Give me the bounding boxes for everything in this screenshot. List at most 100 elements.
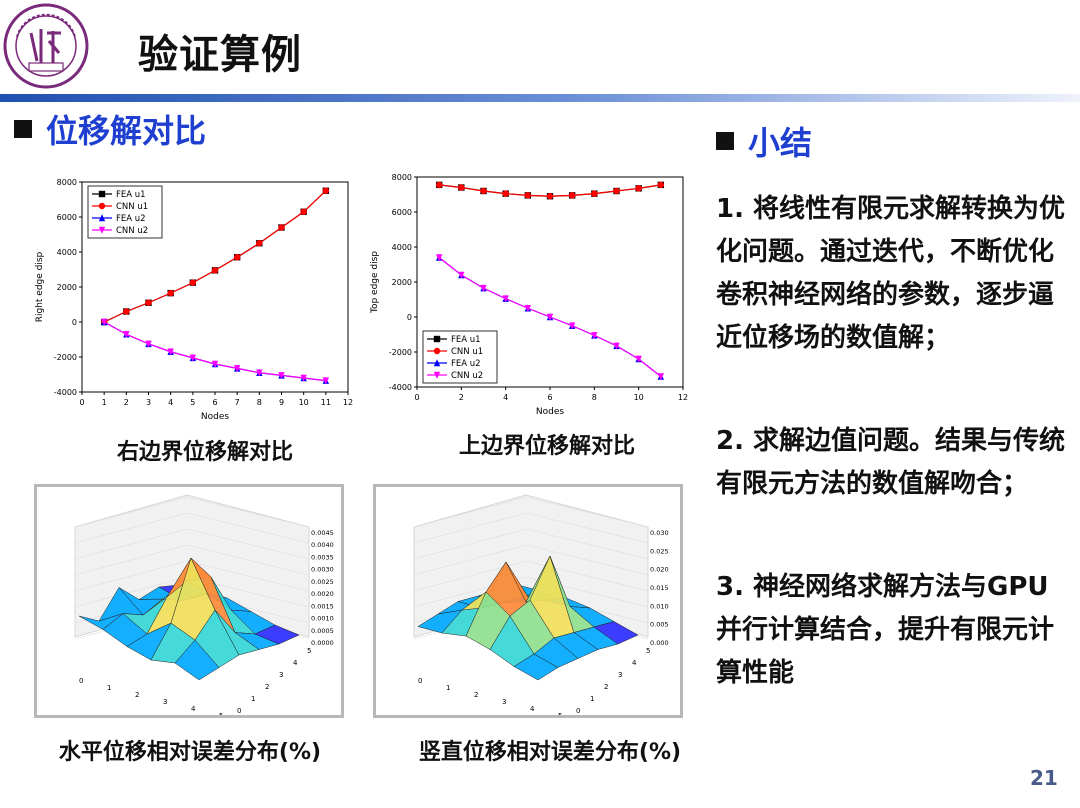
right-section-heading: 小结 [716, 118, 812, 164]
x-tick-label: 5 [190, 398, 195, 407]
legend-marker [98, 214, 106, 222]
data-point [167, 289, 174, 297]
grid-line [74, 560, 188, 592]
data-point [635, 185, 642, 192]
x-tick-label: 3 [146, 398, 151, 407]
legend-entry: CNN u2 [116, 226, 148, 236]
summary-item-3: 3. 神经网络求解方法与GPU并行计算结合，提升有限元计算性能 [716, 572, 1055, 688]
legend-marker [98, 226, 106, 234]
y-tick-label: 0 [407, 313, 412, 322]
legend-marker [433, 347, 441, 355]
y-tick-label: 6000 [57, 213, 77, 222]
x-tick-label: 0 [414, 393, 419, 402]
data-point [480, 284, 487, 292]
z-tick-label: 0.0035 [311, 553, 334, 561]
y-tick-label: 2 [604, 683, 608, 691]
right-edge-disp-chart: 0 1 2 3 4 5 6 7 8 9 10 11 12-4000-200002000400060008… [35, 178, 353, 422]
z-tick-label: 0.020 [650, 566, 669, 574]
page-number: 21 [1030, 766, 1058, 790]
y-axis-label: Top edge disp [370, 251, 380, 314]
bullet-square-icon [716, 132, 734, 150]
y-tick-label: 8000 [392, 173, 412, 182]
grid-line [74, 528, 188, 560]
z-tick-label: 0.000 [650, 639, 669, 647]
grid-line [74, 544, 188, 576]
x-tick-label: 4 [503, 393, 508, 402]
x-tick-label: 4 [168, 398, 173, 407]
data-point [435, 254, 443, 262]
data-point [635, 355, 642, 363]
z-tick-label: 0.0020 [311, 590, 334, 598]
data-point [211, 267, 219, 274]
z-tick-label: 0.0015 [311, 602, 334, 610]
data-point [145, 299, 152, 306]
right-heading-text: 小结 [748, 124, 813, 162]
data-point [458, 184, 465, 191]
data-point [189, 279, 197, 286]
data-point [524, 305, 532, 312]
y-tick-label: 4000 [57, 248, 77, 257]
page-title: 验证算例 [138, 32, 302, 78]
x-tick-label: 8 [592, 393, 597, 402]
data-point [613, 187, 620, 195]
y-tick-label: 5 [646, 647, 650, 655]
x-tick-label: 11 [321, 398, 331, 407]
y-tick-label: 3 [279, 671, 283, 679]
y-tick-label: 0 [72, 318, 77, 327]
x-tick-label: 2 [474, 691, 478, 699]
x-tick-label: 12 [343, 398, 353, 407]
legend-entry: CNN u1 [116, 202, 148, 212]
legend-entry: FEA u2 [451, 359, 481, 369]
left-heading-text: 位移解对比 [46, 112, 207, 150]
grid-line [186, 544, 310, 576]
y-tick-label: 0 [237, 707, 241, 715]
data-point [123, 308, 130, 315]
data-point [458, 271, 465, 279]
y-tick-label: 1 [590, 695, 594, 703]
legend-marker [433, 335, 441, 343]
series-line [103, 321, 326, 382]
data-point [435, 181, 443, 189]
data-point [100, 318, 108, 326]
data-point [300, 208, 307, 215]
y-tick-label: 2000 [392, 278, 412, 287]
surface-patch [254, 624, 300, 645]
data-point [300, 374, 307, 382]
legend-marker [433, 371, 441, 379]
y-tick-label: 4 [632, 659, 637, 667]
z-tick-label: 0.015 [650, 584, 669, 592]
x-tick-label: 12 [678, 393, 688, 402]
data-point [189, 354, 197, 362]
grid-line [186, 560, 310, 592]
x-tick-label: 10 [299, 398, 309, 407]
x-tick-label: 1 [107, 684, 111, 692]
x-tick-label: 8 [257, 398, 262, 407]
data-point [546, 313, 554, 321]
y-tick-label: 2 [265, 683, 269, 691]
x-tick-label: 4 [191, 705, 196, 713]
data-point [123, 331, 130, 338]
data-point [256, 240, 263, 247]
top-edge-disp-chart: 0 2 4 6 8 10 12 -4000 -2000 0 2000 4000 6000 8000 Node… [370, 173, 688, 417]
data-point [211, 360, 219, 368]
caption-horizontal-error: 水平位移相对误差分布(%) [58, 740, 322, 765]
data-point [613, 342, 620, 350]
data-point [233, 365, 241, 373]
horizontal-error-surface-frame: 0.0045 0.0040 0.0035 0.0030 0.0025 0.0020 0.00… [34, 484, 344, 720]
data-point [322, 187, 330, 194]
summary-item-2: 2. 求解边值问题。结果与传统有限元方法的数值解吻合； [716, 426, 1066, 499]
x-tick-label: 2 [459, 393, 464, 402]
z-tick-label: 0.0030 [311, 566, 334, 574]
y-tick-label: 4000 [392, 243, 412, 252]
data-point [591, 190, 598, 197]
grid-line [525, 544, 649, 576]
x-tick-label: 5 [219, 712, 223, 715]
grid-line [525, 528, 649, 560]
y-tick-label: -2000 [389, 348, 412, 357]
x-axis-label: Nodes [201, 412, 229, 422]
legend-marker [98, 190, 106, 198]
grid-line [525, 496, 649, 528]
z-tick-label: 0.030 [650, 529, 669, 537]
y-tick-label: 2000 [57, 283, 77, 292]
grid-line [413, 496, 527, 528]
